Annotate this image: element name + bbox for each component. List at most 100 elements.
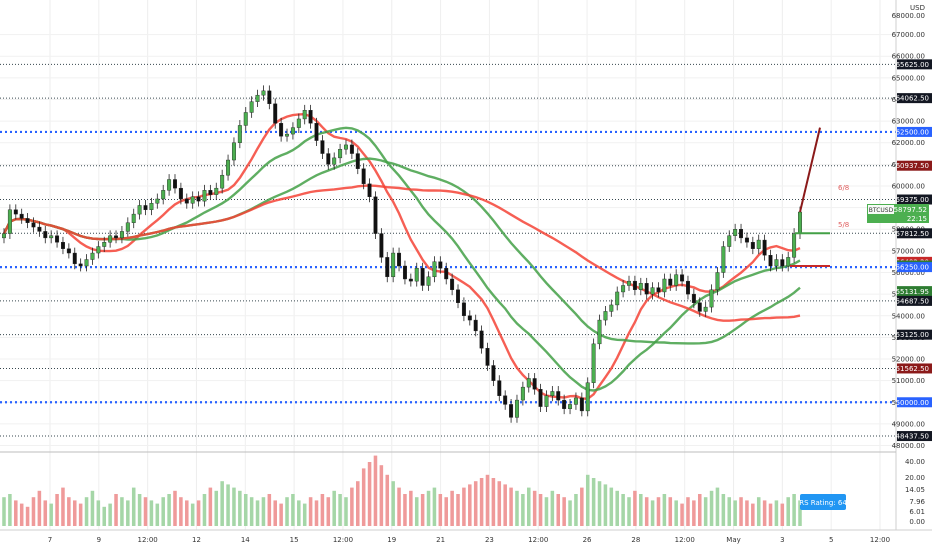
price-tick-label: 63000.00: [892, 118, 925, 126]
symbol-label: BTCUSD: [869, 207, 894, 214]
candle-body: [367, 183, 372, 198]
candle-body: [332, 157, 337, 165]
level-tag-label: 56250.00: [896, 264, 929, 272]
volume-bar: [350, 487, 354, 526]
time-tick-label: 12:00: [528, 536, 548, 544]
candle-body: [739, 229, 744, 239]
volume-bar: [155, 503, 160, 526]
time-tick-label: 5: [829, 536, 833, 544]
candle-body: [385, 257, 390, 278]
candle-body: [568, 404, 573, 409]
volume-bar: [356, 481, 360, 526]
volume-bar: [208, 487, 213, 526]
volume-bar: [385, 474, 390, 526]
volume-bar: [420, 494, 425, 526]
volume-bar: [344, 497, 348, 526]
volume-bar: [792, 494, 796, 526]
volume-bar: [538, 494, 543, 526]
level-tag-bg: [897, 59, 932, 70]
annotations: 6/8 5/8: [790, 127, 849, 268]
volume-bar: [680, 503, 684, 526]
moving-average-line: [2, 126, 801, 392]
level-tag-label: 60937.50: [896, 162, 929, 170]
volume-bar: [367, 462, 372, 526]
volume-bar: [338, 494, 342, 526]
candle-body: [90, 252, 95, 260]
candle-body: [402, 265, 407, 280]
candle-body: [255, 94, 260, 102]
symbol-price-tag: BTCUSD 58797.52 22:15: [867, 204, 929, 223]
volume-bar: [544, 497, 549, 526]
countdown-label: 22:15: [907, 215, 927, 223]
time-tick-label: 12:00: [333, 536, 353, 544]
candle-body: [562, 399, 567, 409]
candle-body: [173, 179, 177, 189]
level-tag-bg: [897, 363, 932, 374]
volume-bar: [19, 503, 24, 526]
candle-body: [408, 278, 413, 282]
price-tick-label: 52000.00: [892, 356, 925, 364]
candle-body: [208, 190, 213, 195]
volume-bar: [361, 468, 366, 526]
volume-bar: [739, 497, 743, 526]
candle-body: [609, 304, 614, 312]
candle-body: [60, 242, 65, 249]
volume-bar: [627, 497, 631, 526]
last-price-label: 58797.52: [894, 206, 927, 214]
volume-bar: [84, 497, 89, 526]
volume-bar: [291, 494, 295, 526]
volume-bar: [521, 494, 525, 526]
candle-body: [349, 144, 354, 154]
volume-bar: [120, 497, 124, 526]
rs-rating-badge[interactable]: RS Rating: 64: [799, 494, 847, 510]
candle-body: [149, 203, 154, 210]
volume-bar: [114, 494, 118, 526]
volume-bar: [473, 481, 478, 526]
candle-body: [744, 237, 749, 243]
level-tag-label: 48437.50: [896, 433, 929, 441]
volume-bar: [226, 484, 230, 526]
candle-body: [668, 278, 673, 286]
volume-bar: [650, 500, 655, 526]
price-tick-label: 48000.00: [892, 442, 925, 450]
volume-bar: [409, 490, 413, 526]
volume-bar: [403, 494, 407, 526]
volume-bar: [491, 478, 496, 526]
volume-bar: [450, 490, 454, 526]
volume-bar: [515, 490, 519, 526]
price-axis-panel[interactable]: [896, 0, 932, 550]
volume-bar: [108, 503, 112, 526]
candle-body: [674, 274, 679, 286]
volume-bar: [615, 490, 619, 526]
level-tag-label: 59375.00: [896, 196, 929, 204]
candle-body: [550, 391, 555, 396]
volume-bar: [90, 490, 95, 526]
volume-bar: [438, 494, 443, 526]
candle-body: [603, 311, 608, 321]
candle-body: [202, 190, 207, 202]
volume-axis: 40.00 20.00 14.05 7.96 6.01 0.00: [905, 458, 926, 526]
candle-body: [290, 127, 295, 135]
candle-body: [680, 274, 685, 282]
price-tick-label: 67000.00: [892, 31, 925, 39]
time-tick-label: 23: [485, 536, 494, 544]
candle-body: [125, 222, 130, 232]
fib-level-label: 5/8: [838, 221, 849, 229]
candle-body: [662, 278, 667, 293]
volume-bar: [444, 497, 448, 526]
volume-bar: [96, 500, 101, 526]
time-tick-label: 9: [97, 536, 101, 544]
level-tag-bg: [897, 397, 932, 408]
candle-body: [579, 397, 584, 412]
level-tag-label: 65625.00: [896, 61, 929, 69]
volume-bar: [532, 490, 537, 526]
volume-bar: [320, 494, 325, 526]
candle-body: [450, 278, 455, 290]
candle-body: [650, 287, 655, 295]
candle-body: [373, 196, 378, 234]
candle-body: [344, 144, 348, 150]
candle-body: [338, 149, 343, 159]
candle-body: [585, 382, 590, 412]
grid: [0, 0, 896, 530]
